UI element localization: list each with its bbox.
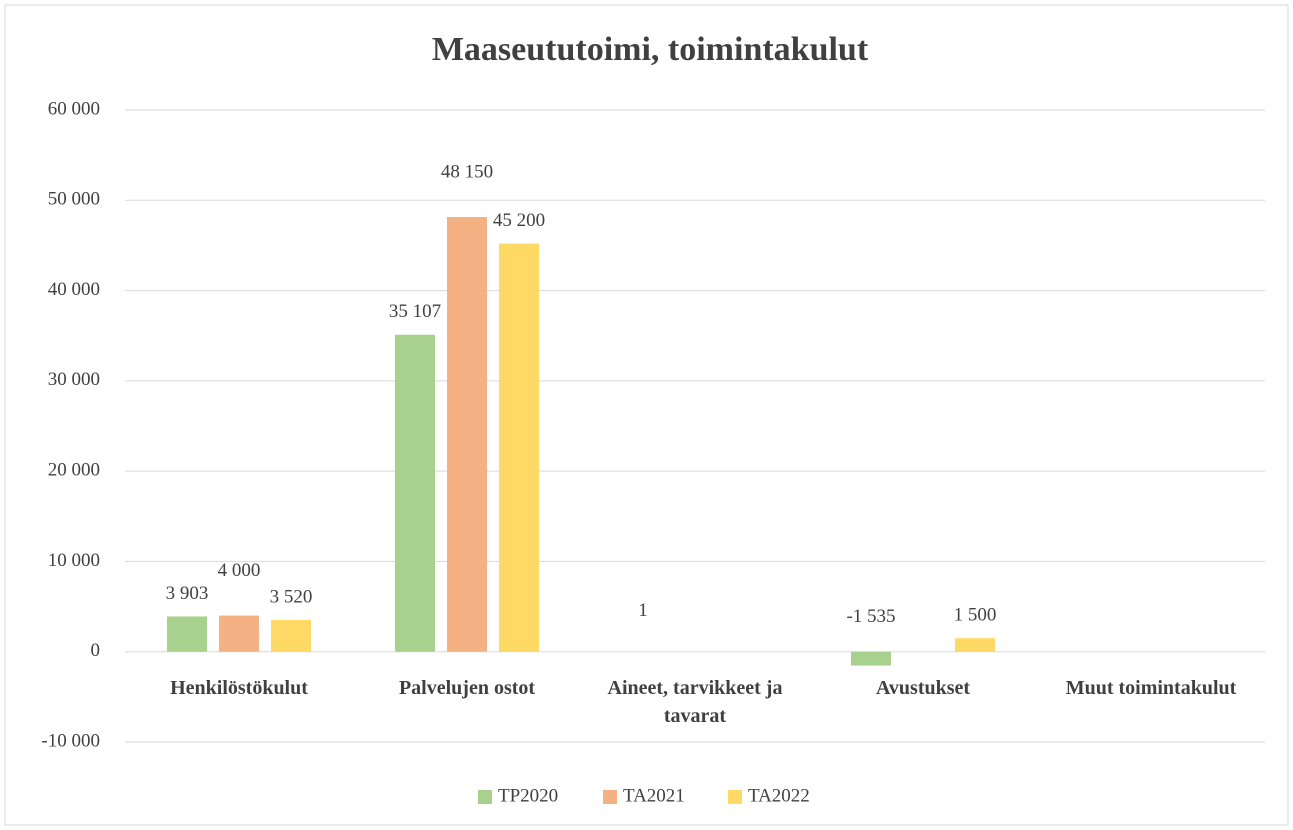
- y-tick-label: 0: [91, 640, 101, 661]
- legend-label: TA2021: [623, 785, 685, 806]
- y-tick-label: 20 000: [48, 460, 100, 481]
- x-tick-label: Palvelujen ostot: [398, 676, 536, 699]
- data-label: 1 500: [954, 605, 997, 626]
- bar: [395, 334, 435, 652]
- data-label: 35 107: [389, 301, 441, 322]
- data-label: 45 200: [493, 210, 545, 231]
- y-tick-label: 30 000: [48, 369, 100, 390]
- data-label: 1: [638, 600, 648, 621]
- y-tick-label: 60 000: [48, 98, 100, 119]
- bar: [447, 216, 487, 652]
- legend-swatch: [478, 790, 492, 804]
- bar: [499, 243, 539, 652]
- bar: [271, 619, 311, 652]
- data-label: 4 000: [218, 560, 261, 581]
- y-tick-label: 40 000: [48, 279, 100, 300]
- chart-border: [4, 4, 1289, 826]
- legend-label: TP2020: [498, 785, 558, 806]
- data-label: 3 903: [166, 583, 209, 604]
- legend-label: TA2022: [748, 785, 810, 806]
- data-label: 48 150: [441, 161, 493, 182]
- x-tick-label: Muut toimintakulut: [1065, 676, 1237, 699]
- bar: [851, 651, 891, 666]
- legend-swatch: [603, 790, 617, 804]
- data-label: 3 520: [270, 586, 313, 607]
- x-tick-label: Aineet, tarvikkeet ja tavarat: [607, 676, 783, 727]
- y-tick-label: 50 000: [48, 189, 100, 210]
- x-tick-label: Henkilöstökulut: [170, 676, 308, 699]
- bar: [955, 638, 995, 652]
- data-label: -1 535: [846, 606, 895, 627]
- bar: [167, 616, 207, 652]
- y-tick-label: 10 000: [48, 550, 100, 571]
- legend-swatch: [728, 790, 742, 804]
- chart-title: Maaseututoimi, toimintakulut: [432, 31, 869, 68]
- y-tick-label: -10 000: [41, 730, 100, 751]
- x-tick-label: Avustukset: [875, 676, 971, 699]
- bar: [219, 615, 259, 652]
